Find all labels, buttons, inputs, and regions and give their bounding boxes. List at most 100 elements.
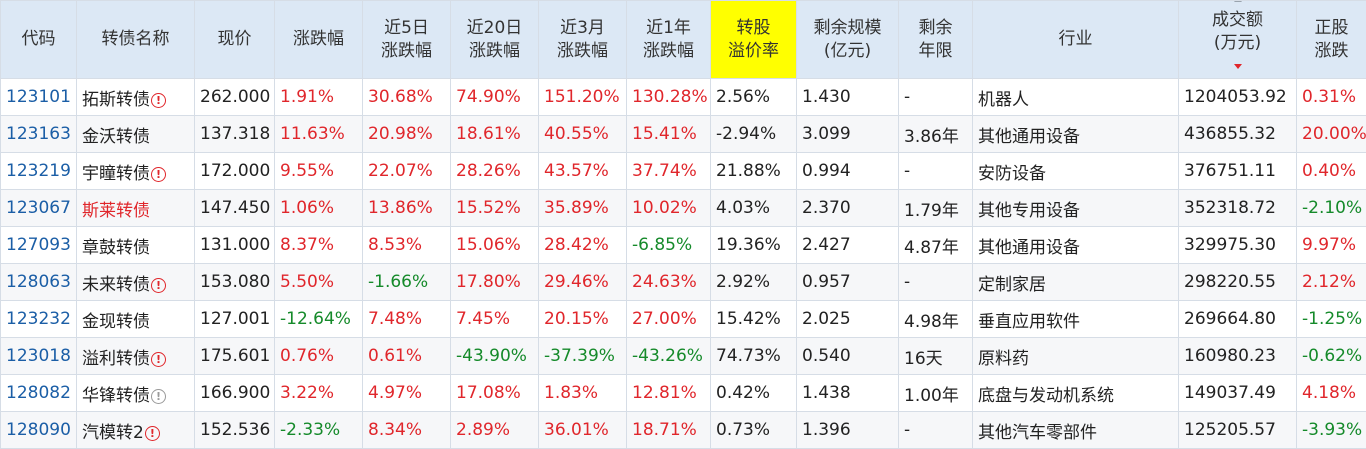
cell-name[interactable]: 金现转债 (77, 301, 195, 338)
cell-scale: 0.540 (797, 338, 899, 375)
cell-chg3m-text: 35.89% (544, 198, 609, 218)
cell-name[interactable]: 章鼓转债 (77, 227, 195, 264)
cell-chg-text: 3.22% (280, 383, 334, 403)
cell-code[interactable]: 123219 (1, 153, 77, 190)
cell-turnover: 149037.49 (1179, 375, 1297, 412)
column-header-chg3m[interactable]: 近3月涨跌幅 (539, 1, 627, 79)
column-header-sublabel: 涨跌幅 (541, 40, 624, 63)
cell-chg-text: 1.91% (280, 87, 334, 107)
column-header-chg1y[interactable]: 近1年涨跌幅 (627, 1, 711, 79)
cell-scale-text: 0.957 (802, 272, 851, 292)
cell-industry: 底盘与发动机系统 (973, 375, 1179, 412)
cell-code[interactable]: 128063 (1, 264, 77, 301)
cell-chg3m: 1.83% (539, 375, 627, 412)
cell-chg: 3.22% (275, 375, 363, 412)
column-header-scale[interactable]: 剩余规模(亿元) (797, 1, 899, 79)
cell-industry: 机器人 (973, 79, 1179, 116)
warning-icon[interactable]: ! (151, 389, 166, 404)
cell-turnover: 269664.80 (1179, 301, 1297, 338)
warning-icon[interactable]: ! (151, 352, 166, 367)
column-header-stock_chg[interactable]: 正股涨跌 (1297, 1, 1366, 79)
cell-chg5d-text: 8.34% (368, 420, 422, 440)
cell-chg: 9.55% (275, 153, 363, 190)
cell-chg1y: 24.63% (627, 264, 711, 301)
cell-name[interactable]: 拓斯转债! (77, 79, 195, 116)
cell-code-text: 127093 (6, 235, 71, 255)
cell-turnover-text: 436855.32 (1184, 124, 1276, 144)
cell-chg5d-text: 13.86% (368, 198, 433, 218)
cell-name[interactable]: 斯莱转债 (77, 190, 195, 227)
cell-turnover: 329975.30 (1179, 227, 1297, 264)
column-header-years[interactable]: 剩余年限 (899, 1, 973, 79)
sort-down-icon[interactable] (1234, 64, 1242, 69)
column-header-chg5d[interactable]: 近5日涨跌幅 (363, 1, 451, 79)
cell-chg20d-text: 17.08% (456, 383, 521, 403)
cell-chg5d: 22.07% (363, 153, 451, 190)
column-header-chg[interactable]: 涨跌幅 (275, 1, 363, 79)
column-header-premium[interactable]: 转股溢价率 (711, 1, 797, 79)
warning-icon[interactable]: ! (151, 278, 166, 293)
column-header-price[interactable]: 现价 (195, 1, 275, 79)
column-header-chg20d[interactable]: 近20日涨跌幅 (451, 1, 539, 79)
cell-chg1y-text: 24.63% (632, 272, 697, 292)
cell-code[interactable]: 127093 (1, 227, 77, 264)
column-header-sublabel: 涨跌 (1299, 40, 1364, 63)
cell-name[interactable]: 华锋转债! (77, 375, 195, 412)
cell-industry-text: 定制家居 (978, 275, 1046, 295)
cell-premium-text: 0.73% (716, 420, 770, 440)
cell-name[interactable]: 宇瞳转债! (77, 153, 195, 190)
cell-years: - (899, 264, 973, 301)
cell-scale-text: 2.427 (802, 235, 851, 255)
cell-chg-text: 11.63% (280, 124, 345, 144)
cell-chg1y-text: 18.71% (632, 420, 697, 440)
cell-code[interactable]: 123018 (1, 338, 77, 375)
column-header-turnover[interactable]: 成交额(万元) (1179, 1, 1297, 79)
cell-chg20d-text: 15.06% (456, 235, 521, 255)
cell-price: 153.080 (195, 264, 275, 301)
cell-chg1y-text: -43.26% (632, 346, 703, 366)
cell-stock_chg-text: 4.18% (1302, 383, 1356, 403)
cell-name[interactable]: 未来转债! (77, 264, 195, 301)
cell-chg20d: 7.45% (451, 301, 539, 338)
cell-code[interactable]: 128090 (1, 412, 77, 449)
sort-up-icon[interactable] (1234, 1, 1242, 3)
cell-premium-text: 15.42% (716, 309, 781, 329)
cell-turnover-text: 329975.30 (1184, 235, 1276, 255)
cell-chg-text: -12.64% (280, 309, 351, 329)
cell-code[interactable]: 123232 (1, 301, 77, 338)
cell-years: - (899, 79, 973, 116)
cell-code[interactable]: 123101 (1, 79, 77, 116)
column-header-code[interactable]: 代码 (1, 1, 77, 79)
cell-name[interactable]: 溢利转债! (77, 338, 195, 375)
cell-name[interactable]: 金沃转债 (77, 116, 195, 153)
cell-chg20d-text: -43.90% (456, 346, 527, 366)
cell-name[interactable]: 汽模转2! (77, 412, 195, 449)
cell-code[interactable]: 123067 (1, 190, 77, 227)
warning-icon[interactable]: ! (151, 167, 166, 182)
cell-scale: 2.025 (797, 301, 899, 338)
warning-icon[interactable]: ! (145, 426, 160, 441)
cell-code-text: 128090 (6, 420, 71, 440)
column-header-label: 行业 (975, 28, 1176, 51)
cell-industry-text: 底盘与发动机系统 (978, 386, 1114, 406)
column-header-name[interactable]: 转债名称 (77, 1, 195, 79)
warning-icon[interactable]: ! (151, 93, 166, 108)
cell-code[interactable]: 123163 (1, 116, 77, 153)
column-header-industry[interactable]: 行业 (973, 1, 1179, 79)
cell-code[interactable]: 128082 (1, 375, 77, 412)
cell-code-text: 123163 (6, 124, 71, 144)
cell-years: 3.86年 (899, 116, 973, 153)
cell-chg1y-text: 130.28% (632, 87, 708, 107)
column-header-sublabel: (万元) (1181, 32, 1294, 55)
